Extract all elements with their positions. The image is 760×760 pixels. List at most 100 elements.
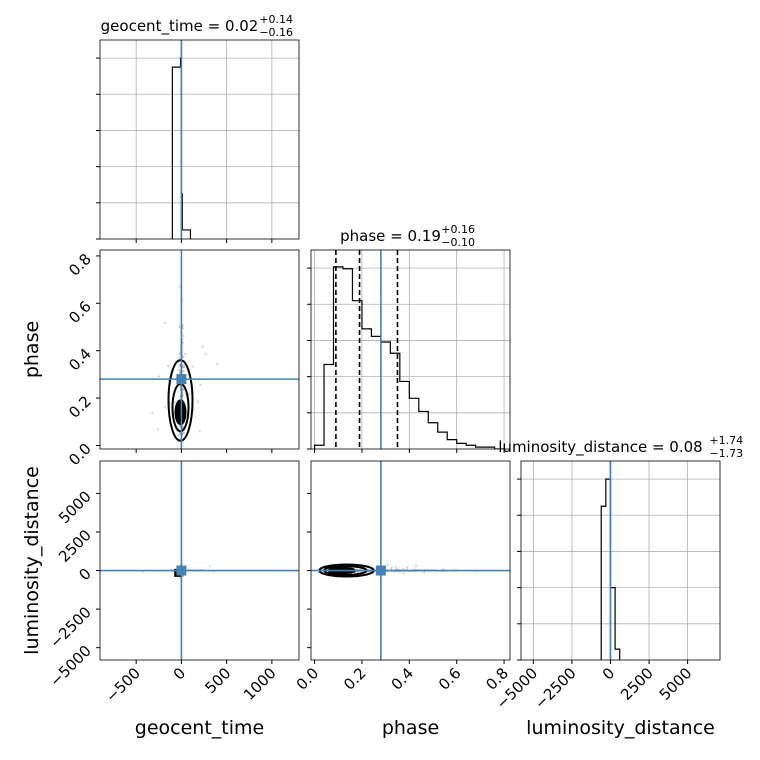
sample-point <box>182 334 185 338</box>
sample-point <box>422 571 426 574</box>
title-sup: +1.74 <box>709 434 743 447</box>
sample-point <box>178 353 181 356</box>
x-tick-label: 500 <box>201 664 234 697</box>
panel-title-geocent_time: geocent_time = 0.02 +0.14−0.16 <box>101 13 293 39</box>
sample-point <box>390 566 393 569</box>
x-tick-label: −500 <box>102 664 144 706</box>
sample-point <box>196 400 199 403</box>
sample-point <box>173 401 176 404</box>
sample-point <box>151 411 154 415</box>
x-tick-label: 0.6 <box>435 664 465 694</box>
panel-frame <box>520 460 721 661</box>
truth-marker <box>176 374 187 385</box>
panel-frame <box>310 249 511 450</box>
x-tick-label: 1000 <box>240 664 280 704</box>
sample-point <box>157 375 160 378</box>
sample-point <box>182 388 185 391</box>
panel-hist-geocent_time: geocent_time = 0.02 +0.14−0.16 <box>96 13 300 240</box>
y-tick-label: 2500 <box>55 526 95 566</box>
sample-point <box>181 393 184 397</box>
y-tick-label: 0 <box>75 565 94 584</box>
sample-point <box>406 566 409 569</box>
panel-2d-geocent_time-luminosity_distance <box>99 460 300 661</box>
y-axis-label: luminosity_distance <box>21 466 43 655</box>
y-tick-label: −5000 <box>46 642 95 691</box>
y-tick-label: 5000 <box>55 487 95 527</box>
panel-bg <box>311 461 510 660</box>
sample-point <box>183 364 186 367</box>
sample-point <box>177 433 180 437</box>
sample-point <box>182 370 185 373</box>
x-tick-label: 0.4 <box>388 664 418 694</box>
sample-point <box>402 571 405 574</box>
panel-2d-phase-luminosity_distance <box>310 460 511 661</box>
panel-frame <box>99 460 300 661</box>
sample-point <box>191 365 194 368</box>
panel-bg <box>100 250 299 449</box>
x-tick-label: 0.0 <box>293 664 323 694</box>
sample-point <box>414 564 418 568</box>
sample-point <box>181 327 184 330</box>
panel-frame <box>99 249 300 450</box>
sample-point <box>178 325 181 328</box>
sample-point <box>188 393 191 396</box>
sample-point <box>164 406 167 409</box>
sample-point <box>156 428 159 431</box>
title-sub: −0.10 <box>441 236 475 249</box>
sample-point <box>178 363 182 367</box>
title-sup: +0.14 <box>259 13 293 26</box>
y-tick-label: 0.8 <box>65 250 95 280</box>
sample-point <box>167 364 170 367</box>
panel-title-phase: phase = 0.19 +0.16−0.10 <box>340 223 475 249</box>
title-sup: +0.16 <box>441 223 475 236</box>
panel-2d-geocent_time-phase <box>99 249 300 450</box>
sample-point <box>208 565 212 568</box>
sample-point <box>182 355 185 358</box>
sample-point <box>178 364 181 367</box>
x-tick-label: −2500 <box>531 664 580 713</box>
y-tick-label: 0.2 <box>65 392 95 422</box>
panel-frame <box>310 460 511 661</box>
sample-point <box>201 345 204 348</box>
x-tick-label: 2500 <box>617 664 657 704</box>
sample-point <box>182 431 186 434</box>
y-axis-label: phase <box>21 321 43 378</box>
title-text: geocent_time = 0.02 <box>101 17 259 36</box>
sample-point <box>216 362 219 366</box>
sample-point <box>178 425 182 428</box>
sample-point <box>181 365 184 368</box>
panel-hist-phase: phase = 0.19 +0.16−0.10 <box>307 223 511 450</box>
x-axis-label: geocent_time <box>135 717 264 739</box>
title-sub: −1.73 <box>709 447 743 460</box>
sample-point <box>184 352 187 356</box>
x-tick-label: 5000 <box>656 664 696 704</box>
x-tick-label: 0 <box>170 664 189 683</box>
sample-point <box>204 352 207 355</box>
panel-hist-luminosity_distance: luminosity_distance = 0.08 +1.74−1.73 <box>498 434 743 661</box>
panel-bg <box>311 250 510 449</box>
x-tick-label: 0.2 <box>340 664 370 694</box>
sample-point <box>192 409 195 412</box>
panel-bg <box>100 461 299 660</box>
y-tick-label: −2500 <box>46 603 95 652</box>
sample-point <box>386 563 389 566</box>
sample-point <box>163 321 166 325</box>
x-axis-label: luminosity_distance <box>526 717 715 739</box>
title-text: luminosity_distance = 0.08 <box>498 438 702 457</box>
panel-title-luminosity_distance: luminosity_distance = 0.08 +1.74−1.73 <box>498 434 743 460</box>
sample-point <box>178 431 181 434</box>
truth-marker <box>176 565 187 576</box>
panel-bg <box>521 461 720 660</box>
x-tick-label: 0 <box>599 664 618 683</box>
sample-point <box>183 366 186 369</box>
sample-point <box>198 430 201 433</box>
y-tick-label: 0.6 <box>65 297 95 327</box>
panel-bg <box>100 40 299 239</box>
sample-point <box>199 383 202 386</box>
histogram-steps <box>313 266 505 449</box>
truth-marker <box>375 565 386 576</box>
x-axis-label: phase <box>382 717 439 739</box>
title-text: phase = 0.19 <box>340 227 441 245</box>
sample-point <box>178 369 181 372</box>
